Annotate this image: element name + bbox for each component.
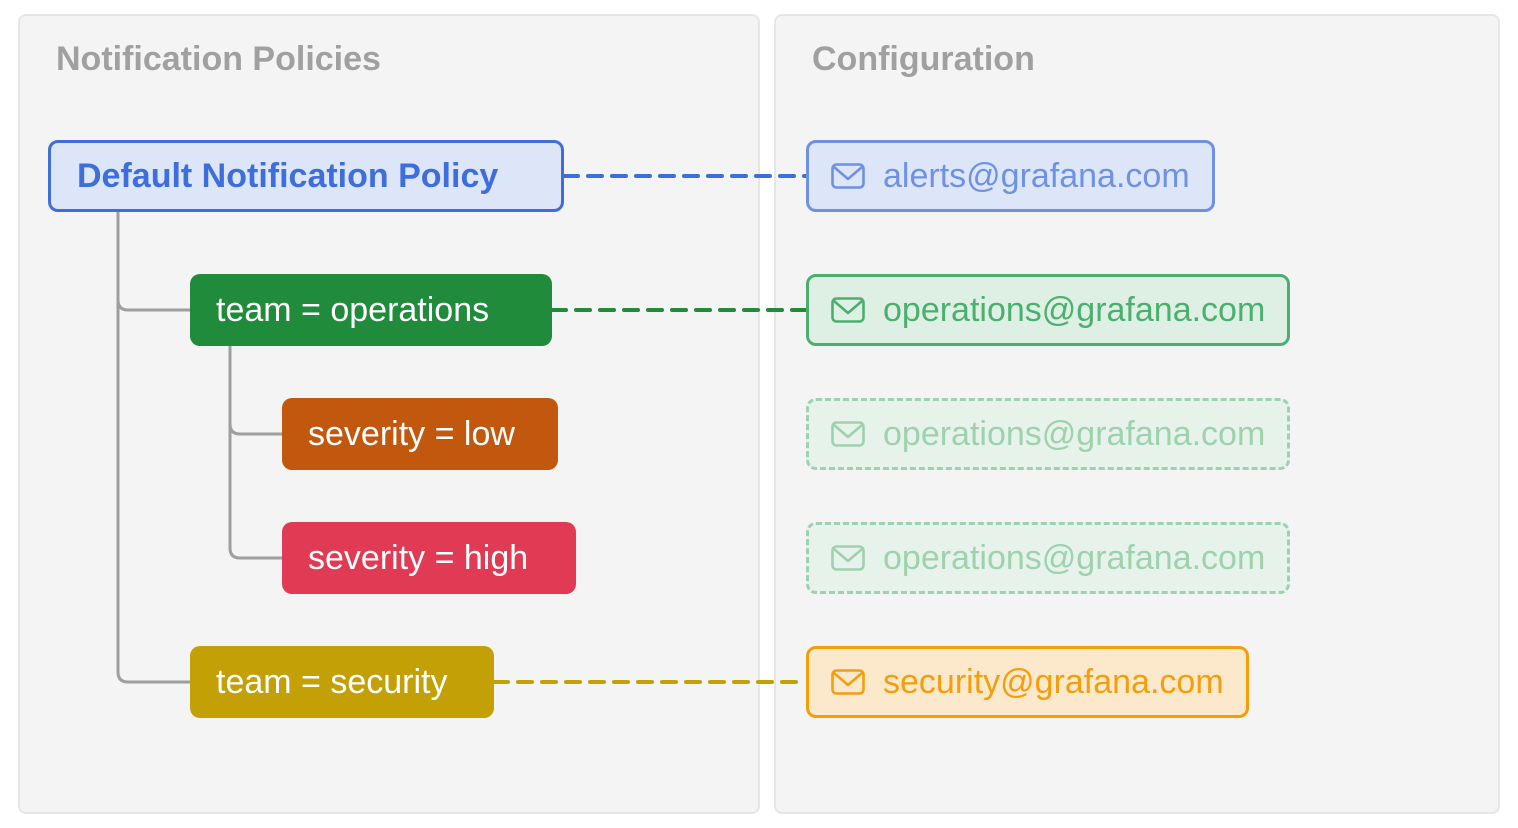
- config-operations-email: operations@grafana.com: [883, 291, 1265, 330]
- config-severity-low-email: operations@grafana.com: [883, 415, 1265, 454]
- policies-panel-title: Notification Policies: [56, 40, 381, 79]
- policy-severity-low-label: severity = low: [308, 415, 515, 454]
- policy-team-operations-label: team = operations: [216, 291, 489, 330]
- config-security: security@grafana.com: [806, 646, 1249, 718]
- policy-severity-high-label: severity = high: [308, 539, 528, 578]
- configuration-panel-title: Configuration: [812, 40, 1035, 79]
- config-severity-low: operations@grafana.com: [806, 398, 1290, 470]
- config-default: alerts@grafana.com: [806, 140, 1215, 212]
- policy-severity-high: severity = high: [282, 522, 576, 594]
- config-severity-high: operations@grafana.com: [806, 522, 1290, 594]
- mail-icon: [831, 669, 865, 695]
- policy-default-label: Default Notification Policy: [77, 157, 498, 196]
- config-severity-high-email: operations@grafana.com: [883, 539, 1265, 578]
- policy-default: Default Notification Policy: [48, 140, 564, 212]
- policy-team-security-label: team = security: [216, 663, 447, 702]
- policy-severity-low: severity = low: [282, 398, 558, 470]
- mail-icon: [831, 297, 865, 323]
- policy-team-security: team = security: [190, 646, 494, 718]
- config-security-email: security@grafana.com: [883, 663, 1224, 702]
- policy-team-operations: team = operations: [190, 274, 552, 346]
- config-operations: operations@grafana.com: [806, 274, 1290, 346]
- config-default-email: alerts@grafana.com: [883, 157, 1190, 196]
- mail-icon: [831, 545, 865, 571]
- mail-icon: [831, 421, 865, 447]
- mail-icon: [831, 163, 865, 189]
